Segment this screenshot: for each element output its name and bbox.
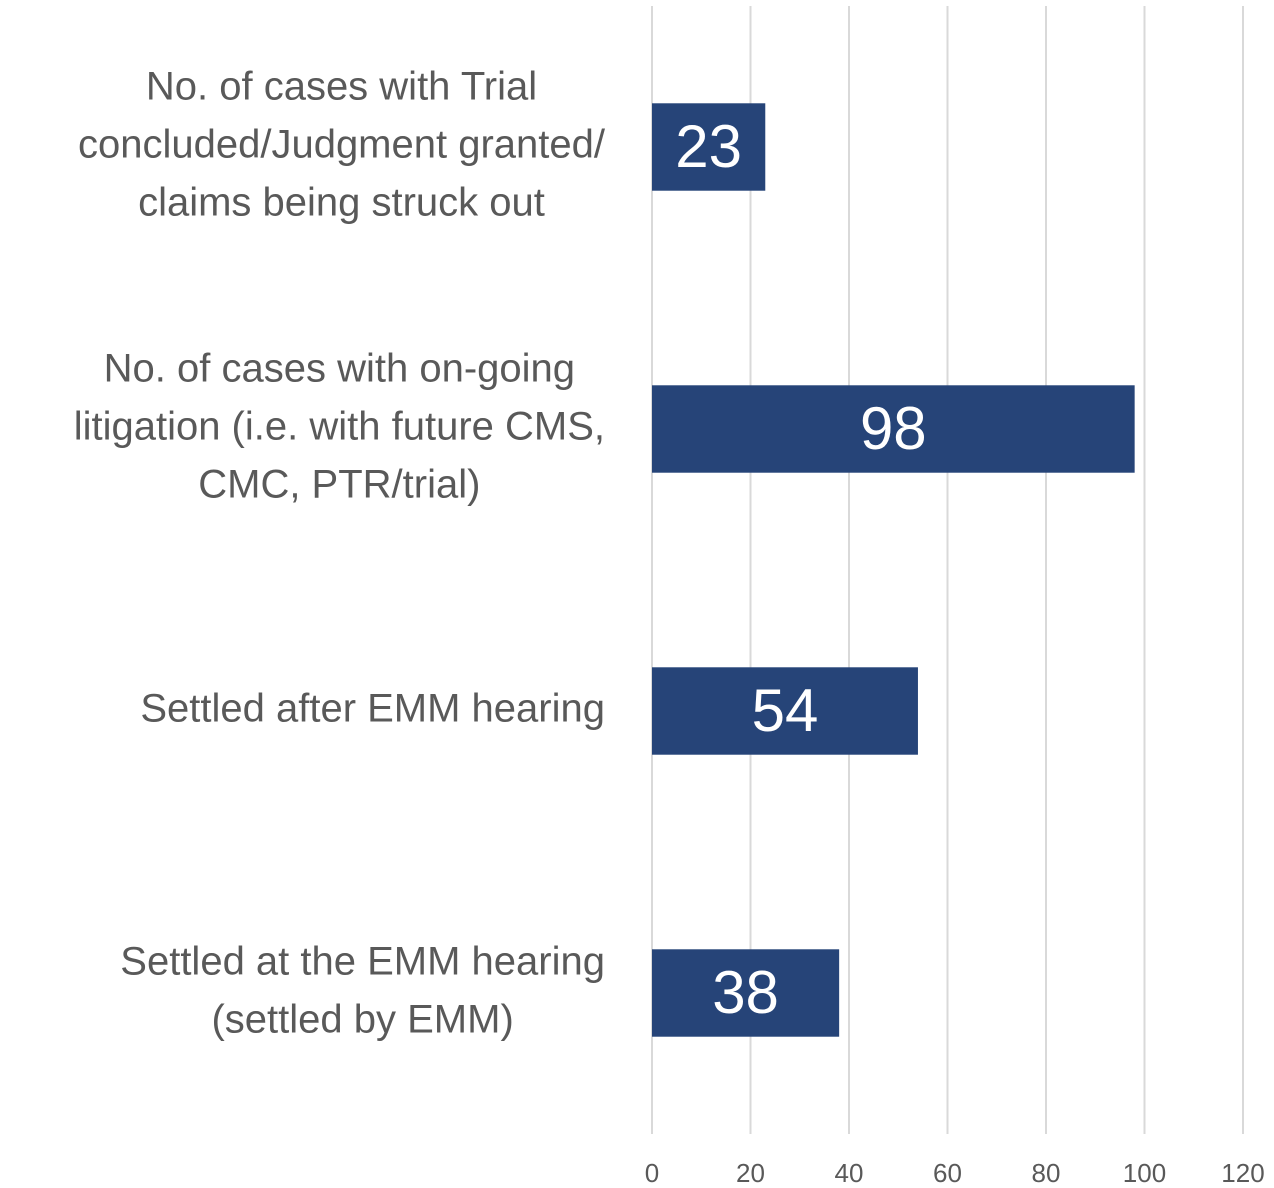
x-tick-label: 60 [933,1158,962,1188]
bar [652,103,766,191]
value-label: 54 [752,677,819,744]
bar [652,385,1135,473]
y-tick-label: Settled at the EMM hearing [120,940,605,984]
y-tick-label: No. of cases with on-going [104,347,575,391]
y-tick-label: litigation (i.e. with future CMS, [74,405,605,449]
y-tick-label: Settled after EMM hearing [140,687,605,731]
x-tick-label: 40 [835,1158,864,1188]
x-tick-label: 120 [1221,1158,1264,1188]
x-tick-label: 20 [736,1158,765,1188]
x-tick-label: 80 [1032,1158,1061,1188]
bar [652,949,840,1037]
y-tick-label: No. of cases with Trial [146,65,537,109]
value-label: 38 [712,959,779,1026]
y-tick-label: (settled by EMM) [211,998,513,1042]
x-tick-label: 0 [645,1158,659,1188]
value-label: 23 [675,113,742,180]
y-tick-label: claims being struck out [138,181,545,225]
y-tick-label: concluded/Judgment granted/ [78,123,606,167]
bar [652,667,918,755]
x-tick-label: 100 [1123,1158,1166,1188]
y-tick-label: CMC, PTR/trial) [198,463,480,507]
value-label: 98 [860,395,927,462]
